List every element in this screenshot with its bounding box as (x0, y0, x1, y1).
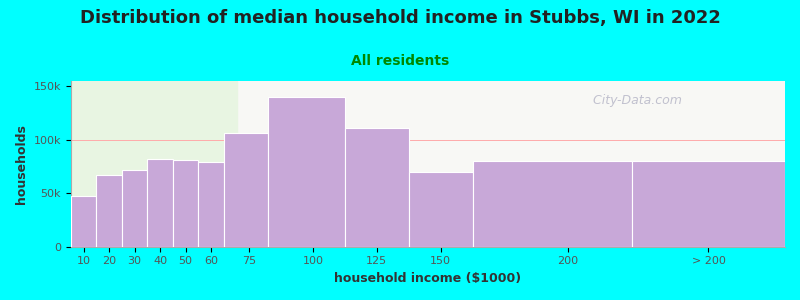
Text: City-Data.com: City-Data.com (585, 94, 682, 107)
Text: Distribution of median household income in Stubbs, WI in 2022: Distribution of median household income … (79, 9, 721, 27)
Bar (632, 161, 785, 247)
Bar (70, 196, 96, 247)
Bar (269, 97, 345, 247)
Bar (473, 161, 632, 247)
Y-axis label: households: households (15, 124, 28, 204)
Bar (345, 128, 409, 247)
Bar (70, 81, 237, 247)
Bar (122, 170, 147, 247)
Text: All residents: All residents (351, 54, 449, 68)
Bar (96, 175, 122, 247)
X-axis label: household income ($1000): household income ($1000) (334, 272, 522, 285)
Bar (147, 159, 173, 247)
Bar (409, 172, 473, 247)
Bar (198, 162, 224, 247)
Bar (224, 134, 269, 247)
Bar (173, 160, 198, 247)
